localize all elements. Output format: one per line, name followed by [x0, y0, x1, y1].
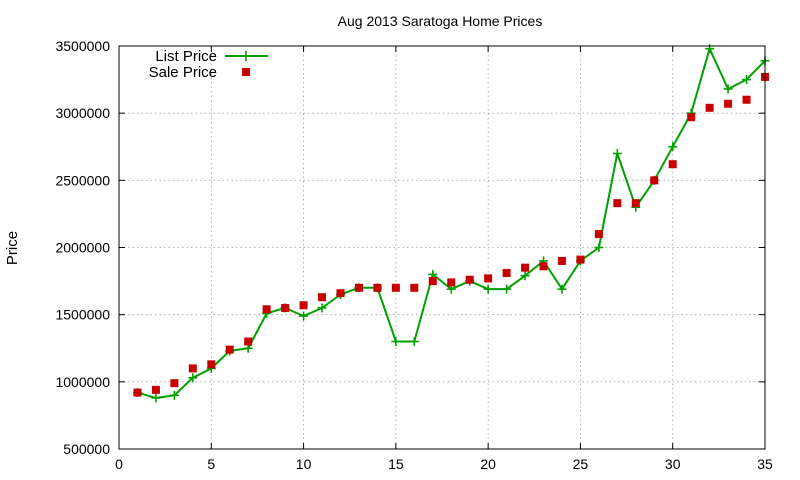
- data-point-list-price: [612, 148, 622, 158]
- legend-marker-list-price: [241, 51, 251, 61]
- data-point-sale-price: [281, 303, 290, 312]
- data-point-list-price: [483, 284, 493, 294]
- data-point-sale-price: [724, 99, 733, 108]
- data-point-list-price: [668, 142, 678, 152]
- y-tick-label: 500000: [63, 441, 110, 457]
- data-point-list-price: [742, 75, 752, 85]
- x-tick-label: 25: [573, 456, 589, 472]
- data-point-sale-price: [225, 345, 234, 354]
- legend-label-list-price: List Price: [155, 48, 217, 65]
- data-point-sale-price: [594, 230, 603, 239]
- data-point-list-price: [409, 337, 419, 347]
- legend-marker-sale-price: [242, 68, 250, 76]
- x-tick-label: 0: [115, 456, 123, 472]
- data-point-list-price: [151, 393, 161, 403]
- data-point-list-price: [188, 373, 198, 383]
- chart-title: Aug 2013 Saratoga Home Prices: [338, 13, 543, 29]
- data-point-sale-price: [262, 305, 271, 314]
- data-point-sale-price: [705, 103, 714, 112]
- data-point-sale-price: [391, 283, 400, 292]
- data-point-list-price: [594, 243, 604, 252]
- data-point-sale-price: [576, 255, 585, 264]
- data-point-sale-price: [318, 293, 327, 302]
- data-point-sale-price: [207, 360, 216, 369]
- data-point-sale-price: [428, 277, 437, 286]
- data-point-sale-price: [521, 263, 530, 272]
- data-point-sale-price: [465, 275, 474, 284]
- data-point-list-price: [502, 284, 512, 294]
- y-tick-label: 2500000: [55, 172, 110, 188]
- data-point-sale-price: [687, 113, 696, 122]
- x-tick-label: 5: [207, 456, 215, 472]
- legend: List Price Sale Price: [149, 48, 268, 81]
- data-point-sale-price: [502, 269, 511, 278]
- data-point-sale-price: [133, 388, 142, 397]
- data-point-list-price: [299, 311, 309, 321]
- grid: [119, 46, 765, 449]
- data-point-sale-price: [557, 256, 566, 265]
- data-point-list-price: [317, 303, 327, 313]
- plot-frame: [118, 45, 766, 450]
- data-point-sale-price: [336, 289, 345, 298]
- data-point-sale-price: [742, 95, 751, 104]
- data-point-sale-price: [484, 274, 493, 283]
- data-point-list-price: [391, 337, 401, 347]
- data-point-sale-price: [244, 337, 253, 346]
- y-tick-label: 1500000: [55, 307, 110, 323]
- data-point-sale-price: [447, 278, 456, 287]
- y-tick-label: 3000000: [55, 105, 110, 121]
- data-point-sale-price: [373, 283, 382, 292]
- data-point-sale-price: [151, 385, 160, 394]
- y-tick-label: 3500000: [55, 38, 110, 54]
- x-tick-label: 15: [388, 456, 404, 472]
- data-point-sale-price: [354, 283, 363, 292]
- y-tick-label: 1000000: [55, 374, 110, 390]
- data-point-list-price: [169, 390, 179, 400]
- x-tick-label: 30: [665, 456, 681, 472]
- data-point-sale-price: [170, 379, 179, 388]
- data-point-sale-price: [299, 301, 308, 310]
- y-axis-label: Price: [4, 231, 21, 265]
- data-point-list-price: [557, 284, 567, 294]
- data-point-list-price: [520, 271, 530, 281]
- data-point-list-price: [723, 84, 733, 94]
- data-point-sale-price: [539, 262, 548, 271]
- x-tick-label: 35: [757, 456, 773, 472]
- y-tick-label: 2000000: [55, 240, 110, 256]
- legend-label-sale-price: Sale Price: [149, 64, 217, 81]
- data-point-sale-price: [410, 283, 419, 292]
- x-tick-label: 10: [296, 456, 312, 472]
- data-point-sale-price: [668, 160, 677, 169]
- data-point-sale-price: [631, 199, 640, 208]
- data-point-sale-price: [188, 364, 197, 373]
- axis-ticks: 0 5 10 15 20 25 30 35 500000 1000000 1500000 200000…: [55, 38, 773, 472]
- series-layer: [132, 44, 770, 403]
- x-tick-label: 20: [480, 456, 496, 472]
- data-point-sale-price: [650, 176, 659, 185]
- data-point-sale-price: [613, 199, 622, 208]
